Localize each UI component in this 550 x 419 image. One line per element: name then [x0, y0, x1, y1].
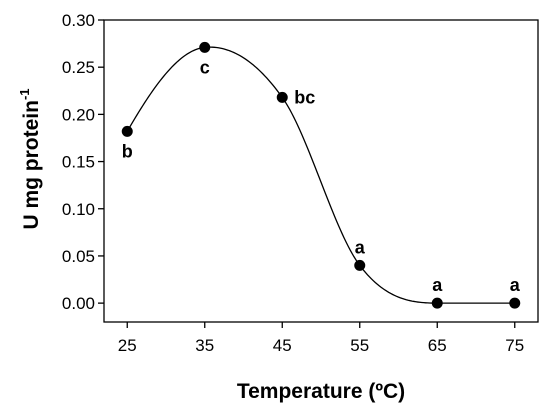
point-label: a [510, 275, 521, 295]
point-label: bc [294, 87, 315, 107]
y-tick-label: 0.15 [62, 153, 95, 172]
x-tick-label: 35 [195, 336, 214, 355]
x-tick-label: 55 [350, 336, 369, 355]
y-axis-title: U mg protein-1 [17, 88, 43, 229]
y-tick-label: 0.20 [62, 105, 95, 124]
point-label: a [355, 237, 366, 257]
y-axis-title-main: U mg protein [20, 100, 43, 230]
data-point [431, 297, 443, 309]
point-label: b [122, 141, 133, 161]
curve-layer [126, 46, 515, 304]
y-tick-label: 0.25 [62, 58, 95, 77]
x-tick-label: 45 [273, 336, 292, 355]
data-point [354, 259, 366, 271]
plot-frame [103, 19, 539, 323]
x-tick-label: 75 [505, 336, 524, 355]
y-axis-title-superscript: -1 [17, 88, 32, 100]
data-point [509, 297, 521, 309]
y-tick-label: 0.10 [62, 200, 95, 219]
x-axis-title: Temperature (ºC) [237, 380, 405, 403]
data-point [121, 125, 133, 137]
points-layer [121, 41, 521, 309]
y-tick-label: 0.00 [62, 294, 95, 313]
data-point [199, 41, 211, 53]
x-tick-label: 25 [118, 336, 137, 355]
point-label: c [200, 57, 210, 77]
axes-layer: 0.00 0.05 0.10 0.15 0.20 0.25 0.30 25 35 45 55 65 75 [62, 11, 539, 355]
point-label: a [432, 275, 443, 295]
data-point [276, 91, 288, 103]
fitted-curve [126, 46, 515, 304]
x-tick-label: 65 [428, 336, 447, 355]
y-tick-label: 0.05 [62, 247, 95, 266]
y-tick-label: 0.30 [62, 11, 95, 30]
